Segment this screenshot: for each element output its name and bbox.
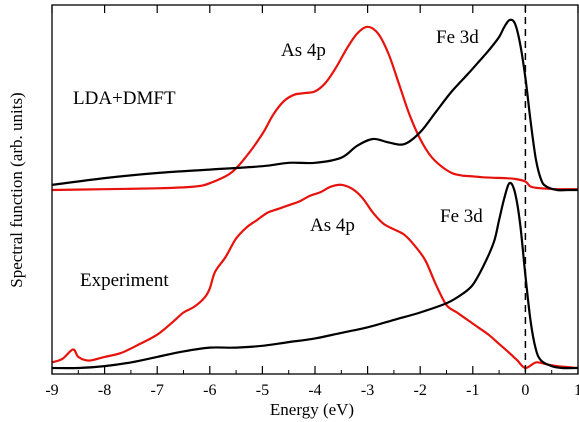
- x-tick-label-4: -5: [256, 382, 269, 399]
- x-tick-label-8: -1: [466, 382, 479, 399]
- bottom-fe3d-label: Fe 3d: [440, 206, 483, 227]
- y-axis-label: Spectral function (arb. units): [7, 92, 26, 287]
- x-tick-label-6: -3: [361, 382, 374, 399]
- x-axis-label: Energy (eV): [270, 400, 354, 419]
- x-tick-label-2: -7: [151, 382, 164, 399]
- bottom-as4p-label: As 4p: [310, 215, 355, 236]
- panel-top-label: LDA+DMFT: [73, 88, 176, 109]
- x-tick-labels: -9 -8 -7 -6 -5 -4 -3 -2 -1 0 1: [45, 382, 579, 399]
- x-tick-label-10: 1: [574, 382, 579, 399]
- x-tick-label-0: -9: [45, 382, 58, 399]
- x-tick-label-3: -6: [203, 382, 216, 399]
- curves-layer: [51, 18, 579, 370]
- series-lda-dmft-as-4p: [51, 25, 579, 192]
- x-tick-label-1: -8: [98, 382, 111, 399]
- x-ticks: [51, 5, 579, 374]
- top-fe3d-label: Fe 3d: [436, 27, 479, 48]
- top-as4p-label: As 4p: [281, 40, 326, 61]
- series-experiment-fe-3d: [51, 181, 579, 370]
- panel-bottom-label: Experiment: [80, 270, 169, 291]
- x-tick-label-7: -2: [414, 382, 427, 399]
- x-tick-label-5: -4: [308, 382, 321, 399]
- series-lda-dmft-fe-3d: [51, 18, 578, 192]
- series-experiment-as-4p: [51, 183, 579, 370]
- x-tick-label-9: 0: [521, 382, 529, 399]
